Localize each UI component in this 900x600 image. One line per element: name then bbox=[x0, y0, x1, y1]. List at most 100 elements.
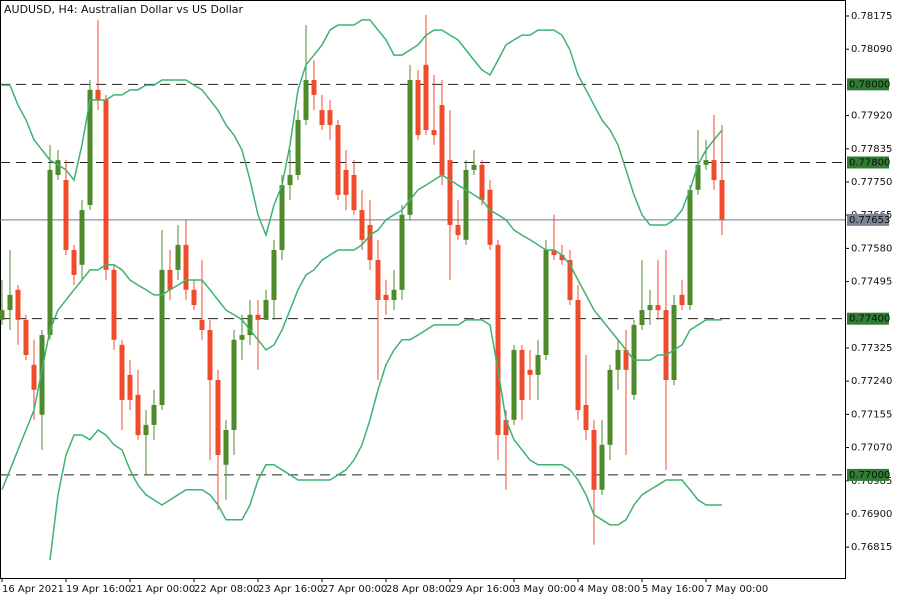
y-tick-label: 0.77495 bbox=[851, 277, 892, 288]
y-tick-label: 0.77240 bbox=[851, 376, 892, 387]
candle-body bbox=[359, 210, 365, 240]
x-tick-label: 22 Apr 08:00 bbox=[194, 584, 259, 595]
x-tick-label: 28 Apr 08:00 bbox=[386, 584, 451, 595]
candle-body bbox=[287, 174, 293, 186]
candle-body bbox=[23, 319, 29, 356]
candle-body bbox=[111, 269, 117, 340]
candle-body bbox=[431, 130, 437, 136]
candle-body bbox=[471, 164, 477, 170]
y-tick-label: 0.76985 bbox=[851, 476, 892, 487]
x-tick-label: 16 Apr 2021 bbox=[2, 584, 64, 595]
candle-body bbox=[663, 310, 669, 380]
candle-body bbox=[655, 305, 661, 311]
candle-body bbox=[719, 180, 725, 220]
level-label: 0.77800 bbox=[849, 157, 890, 168]
candle-body bbox=[527, 369, 533, 375]
candle-body bbox=[31, 364, 37, 390]
candle-body bbox=[599, 444, 605, 490]
y-tick-label: 0.77580 bbox=[851, 243, 892, 254]
band-line bbox=[2, 19, 723, 238]
y-tick-label: 0.77750 bbox=[851, 177, 892, 188]
candle-body bbox=[151, 404, 157, 425]
level-label: 0.77000 bbox=[849, 470, 890, 481]
candle-body bbox=[543, 249, 549, 356]
candle-body bbox=[399, 214, 405, 290]
candle-body bbox=[79, 210, 85, 265]
candle-body bbox=[463, 169, 469, 240]
candle-body bbox=[679, 294, 685, 306]
candle-body bbox=[127, 374, 133, 400]
candle-body bbox=[535, 355, 541, 375]
candle-body bbox=[351, 174, 357, 211]
candle-body bbox=[343, 169, 349, 195]
y-tick-label: 0.76900 bbox=[851, 509, 892, 520]
candle-body bbox=[223, 429, 229, 465]
x-tick-label: 27 Apr 00:00 bbox=[322, 584, 387, 595]
candle-body bbox=[639, 310, 645, 325]
candle-body bbox=[703, 160, 709, 165]
band-line bbox=[49, 319, 722, 561]
candle-body bbox=[335, 124, 341, 195]
candle-body bbox=[295, 119, 301, 175]
candle-body bbox=[551, 249, 557, 256]
axes: 0.78175 0.78090 0.77920 0.77835 0.77750 0.776… bbox=[1, 11, 892, 595]
candle-body bbox=[391, 289, 397, 300]
candle-body bbox=[575, 299, 581, 411]
y-tick-label: 0.76815 bbox=[851, 542, 892, 553]
candle-body bbox=[247, 314, 253, 336]
candle-body bbox=[199, 319, 205, 331]
candle-body bbox=[559, 255, 565, 261]
candle-body bbox=[567, 260, 573, 300]
candle-body bbox=[447, 160, 453, 225]
x-tick-label: 5 May 16:00 bbox=[642, 584, 704, 595]
x-tick-label: 3 May 00:00 bbox=[514, 584, 576, 595]
candle-body bbox=[87, 89, 93, 206]
candle-body bbox=[383, 294, 389, 300]
candle-body bbox=[415, 80, 421, 136]
candle-body bbox=[71, 249, 77, 275]
candle-body bbox=[367, 224, 373, 261]
y-tick-label: 0.77070 bbox=[851, 443, 892, 454]
candle-body bbox=[279, 185, 285, 250]
candle-body bbox=[607, 369, 613, 445]
y-tick-label: 0.77835 bbox=[851, 144, 892, 155]
candle-body bbox=[311, 80, 317, 95]
candle-body bbox=[143, 424, 149, 436]
candle-body bbox=[159, 269, 165, 405]
candle-body bbox=[439, 105, 445, 175]
x-tick-label: 7 May 00:00 bbox=[706, 584, 768, 595]
candle-body bbox=[455, 224, 461, 236]
candle-body bbox=[231, 339, 237, 430]
candle-body bbox=[55, 160, 61, 175]
candle-body bbox=[7, 294, 13, 311]
candle-body bbox=[623, 349, 629, 370]
candle-body bbox=[319, 110, 325, 125]
candle-body bbox=[47, 169, 53, 336]
candle-body bbox=[495, 244, 501, 436]
candle-body bbox=[191, 289, 197, 306]
x-tick-label: 29 Apr 16:00 bbox=[450, 584, 515, 595]
candle-body bbox=[39, 335, 45, 415]
level-label: 0.78000 bbox=[849, 79, 890, 90]
candle-body bbox=[0, 310, 5, 320]
level-label-box bbox=[847, 468, 889, 481]
candle-body bbox=[95, 89, 101, 100]
candle-body bbox=[271, 249, 277, 300]
candle-body bbox=[103, 99, 109, 270]
candle-body bbox=[503, 419, 509, 436]
candle-body bbox=[207, 330, 213, 380]
candle-body bbox=[487, 189, 493, 245]
candle-body bbox=[215, 379, 221, 455]
candle-body bbox=[375, 260, 381, 300]
y-tick-label: 0.77920 bbox=[851, 111, 892, 122]
level-label-box bbox=[847, 78, 889, 91]
y-tick-label: 0.77155 bbox=[851, 409, 892, 420]
candle-body bbox=[15, 289, 21, 320]
chart-title: AUDUSD, H4: Australian Dollar vs US Doll… bbox=[4, 3, 244, 16]
candle-body bbox=[671, 305, 677, 380]
level-label-box bbox=[847, 312, 889, 325]
x-tick-label: 23 Apr 16:00 bbox=[258, 584, 323, 595]
candle-body bbox=[407, 80, 413, 215]
candle-body bbox=[583, 404, 589, 430]
